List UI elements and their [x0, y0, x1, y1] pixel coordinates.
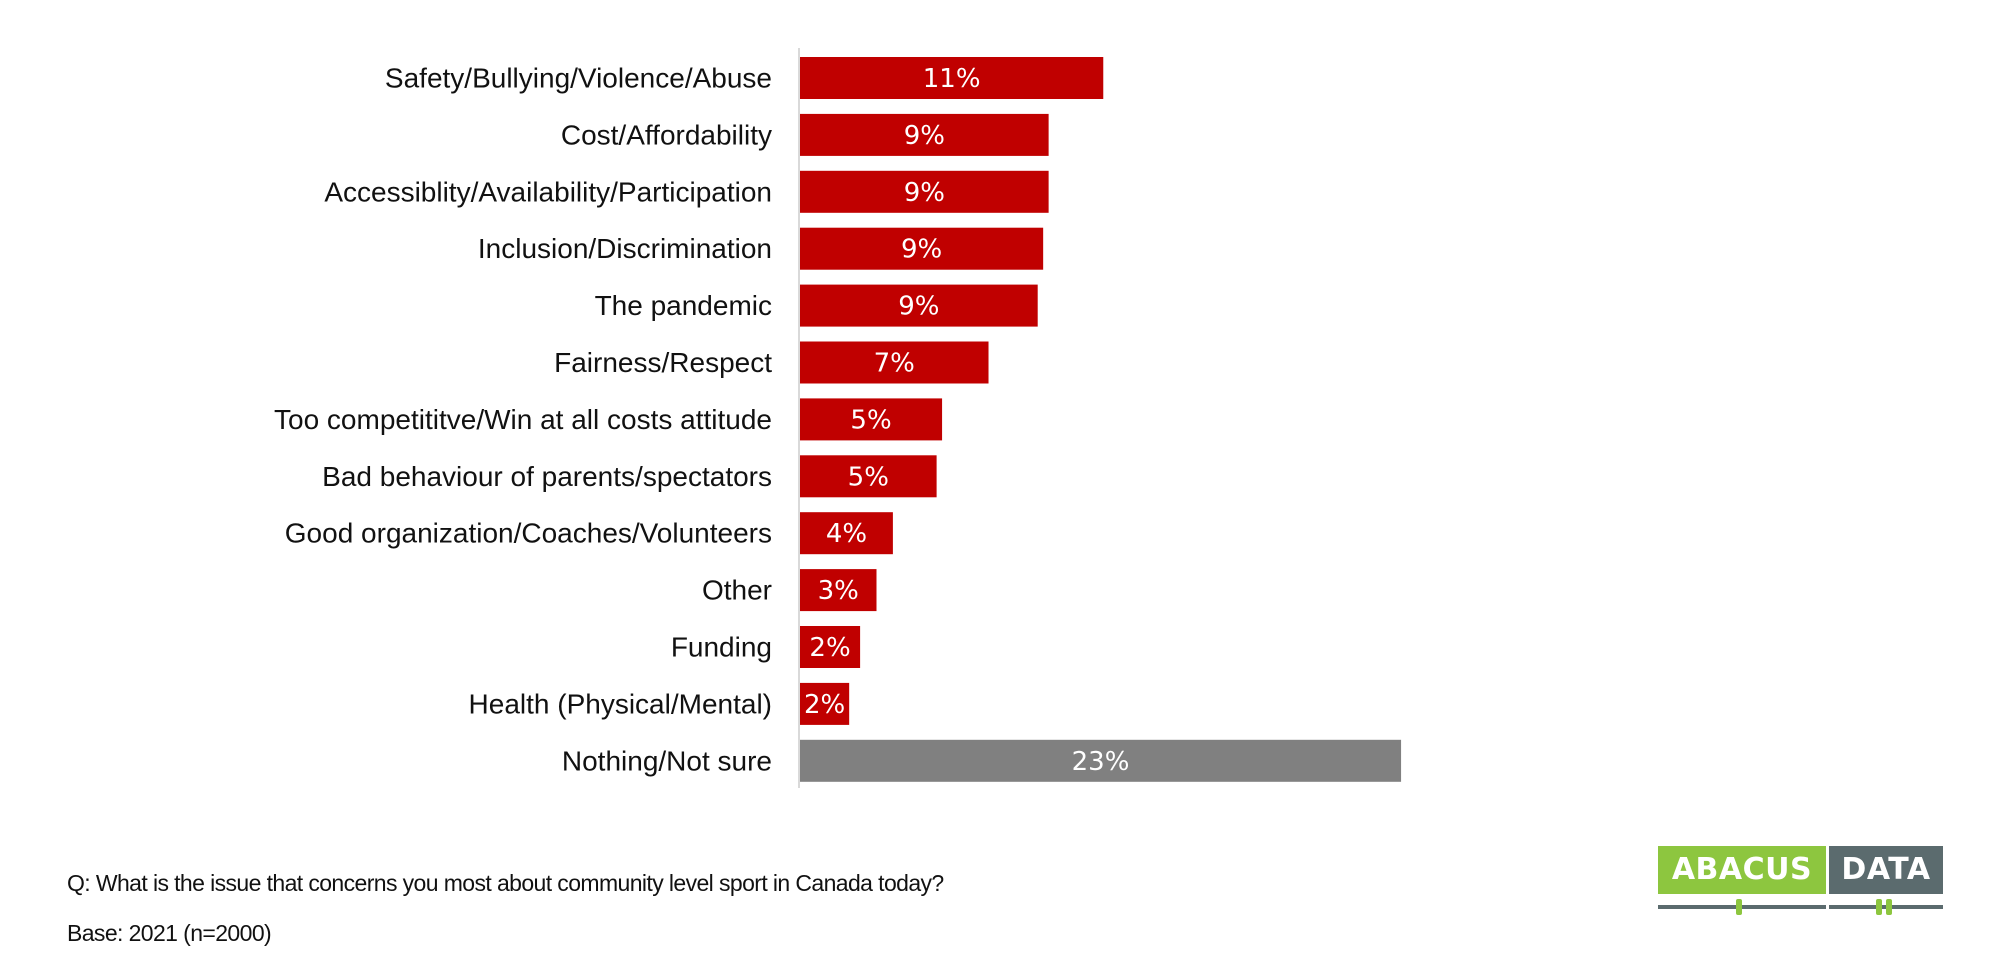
category-label: Accessiblity/Availability/Participation — [324, 176, 772, 207]
data-label: 4% — [826, 519, 867, 549]
category-label: Good organization/Coaches/Volunteers — [285, 518, 772, 549]
bar — [800, 682, 850, 725]
data-label: 2% — [804, 690, 845, 720]
data-label: 2% — [809, 633, 850, 663]
category-label: Fairness/Respect — [554, 347, 772, 378]
abacus-data-logo: ABACUS DATA — [1658, 846, 1943, 916]
bar — [800, 569, 877, 612]
bar — [800, 57, 1104, 99]
category-label: The pandemic — [595, 290, 772, 321]
data-label: 9% — [898, 292, 939, 322]
data-label: 7% — [874, 349, 915, 379]
bar-chart: Safety/Bullying/Violence/Abuse 11% Cost/Af… — [274, 48, 1402, 788]
category-label: Too competititve/Win at all costs attitu… — [274, 404, 772, 435]
category-label: Safety/Bullying/Violence/Abuse — [385, 63, 772, 94]
bar — [800, 341, 989, 384]
data-label: 9% — [904, 121, 945, 151]
data-label: 9% — [904, 178, 945, 208]
bar — [800, 113, 1049, 156]
bar — [800, 455, 937, 498]
bar — [800, 398, 943, 441]
category-label: Other — [702, 575, 772, 606]
logo-underline-left — [1658, 905, 1826, 909]
bar — [800, 512, 893, 555]
base-footnote: Base: 2021 (n=2000) — [67, 920, 272, 946]
bar — [800, 227, 1044, 270]
logo-tick — [1886, 899, 1892, 915]
logo-abacus-text: ABACUS — [1658, 846, 1826, 894]
logo-tick — [1736, 899, 1742, 915]
data-label: 3% — [818, 576, 859, 606]
data-label: 5% — [848, 462, 889, 492]
logo-tick — [1876, 899, 1882, 915]
category-label: Bad behaviour of parents/spectators — [322, 461, 772, 492]
data-label: 23% — [1072, 747, 1130, 777]
data-label: 11% — [923, 64, 981, 94]
question-footnote: Q: What is the issue that concerns you m… — [67, 870, 944, 896]
data-label: 5% — [850, 405, 891, 435]
category-label: Nothing/Not sure — [562, 745, 772, 776]
bar — [800, 170, 1049, 213]
category-label: Health (Physical/Mental) — [469, 688, 772, 719]
bar — [800, 626, 861, 668]
bar — [800, 739, 1402, 782]
category-label: Funding — [671, 632, 772, 663]
category-label: Cost/Affordability — [561, 119, 772, 150]
bar — [800, 284, 1038, 327]
logo-data-text: DATA — [1829, 846, 1943, 894]
category-label: Inclusion/Discrimination — [478, 233, 772, 264]
data-label: 9% — [901, 235, 942, 265]
